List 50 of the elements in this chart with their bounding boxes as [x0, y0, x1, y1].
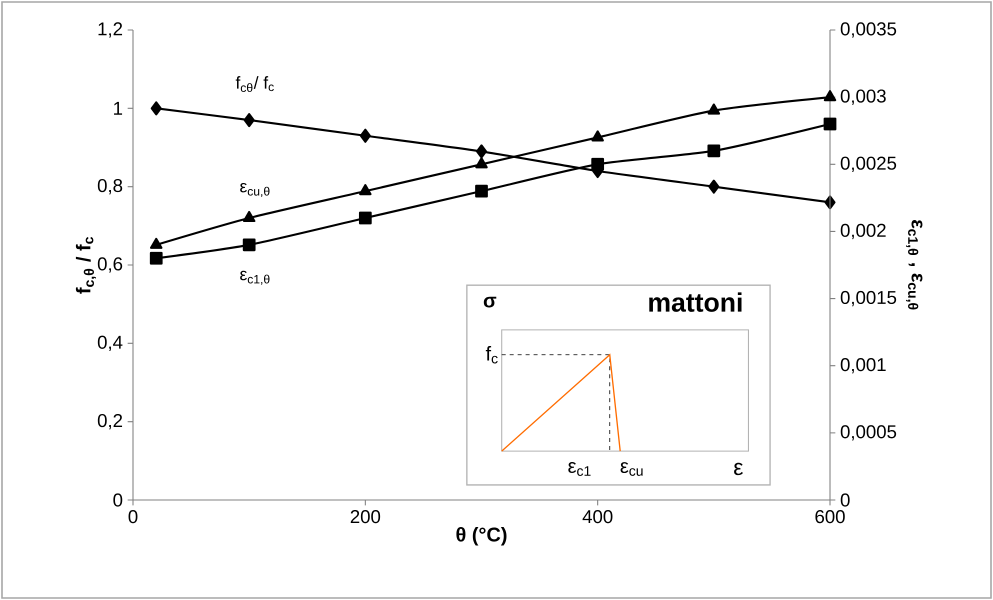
point: [475, 157, 488, 168]
point: [824, 90, 836, 102]
y-tick-label: 0: [113, 493, 122, 507]
y-axis-title: f$_{c,θ}$ / f$_{c}$: [76, 237, 96, 294]
y2-tick-label: 0,0015: [840, 290, 896, 306]
y-tick-label: 0,4: [98, 336, 122, 352]
x-tick-label: 0: [128, 510, 138, 524]
point: [707, 144, 720, 158]
point: [591, 130, 604, 142]
point: [150, 101, 162, 116]
y-tick-label: 0,8: [98, 178, 122, 194]
x-axis-title: θ (°C): [456, 526, 506, 546]
point: [708, 104, 720, 115]
annotation: ε$_{c1}$: [568, 462, 591, 476]
point: [359, 184, 372, 196]
annotation: ε$_{cu}$: [620, 462, 643, 476]
y2-tick-label: 0,003: [840, 89, 886, 105]
y-tick-label: 1: [114, 102, 122, 115]
y2-tick-label: 0,001: [840, 358, 886, 374]
series-label: f$_{cθ}$/ f$_{c}$: [236, 76, 274, 92]
point: [358, 212, 372, 224]
annotation: f$_{c}$: [486, 346, 498, 364]
point: [824, 118, 836, 130]
x-tick-label: 400: [582, 510, 612, 524]
point: [475, 184, 488, 198]
point: [244, 113, 255, 128]
point: [150, 252, 163, 265]
series-label: ε$_{c1,θ}$: [240, 270, 270, 285]
point: [242, 210, 256, 222]
point: [242, 238, 256, 252]
y-tick-label: 1,2: [98, 22, 122, 38]
annotation: ε: [734, 462, 743, 476]
y2-tick-label: 0,0005: [840, 425, 896, 441]
y2-axis-title: ε$_{c1,θ}$ , ε$_{cu,θ}$: [906, 220, 922, 310]
annotation: mattoni: [649, 292, 742, 312]
y2-tick-label: 0,002: [840, 224, 886, 240]
y2-tick-label: 0,0025: [840, 156, 896, 172]
x-tick-label: 600: [815, 510, 845, 524]
x-tick-label: 200: [350, 510, 380, 524]
point: [150, 238, 162, 249]
annotation: σ: [484, 296, 496, 308]
point: [708, 180, 720, 194]
point: [360, 128, 371, 143]
y-tick-label: 0,6: [98, 257, 122, 273]
y-tick-label: 0,2: [98, 414, 122, 430]
point: [476, 144, 488, 158]
point: [591, 158, 604, 171]
series-label: ε$_{cu,θ}$: [240, 182, 270, 198]
y2-tick-label: 0: [840, 493, 850, 507]
y2-tick-label: 0,0035: [840, 22, 896, 38]
